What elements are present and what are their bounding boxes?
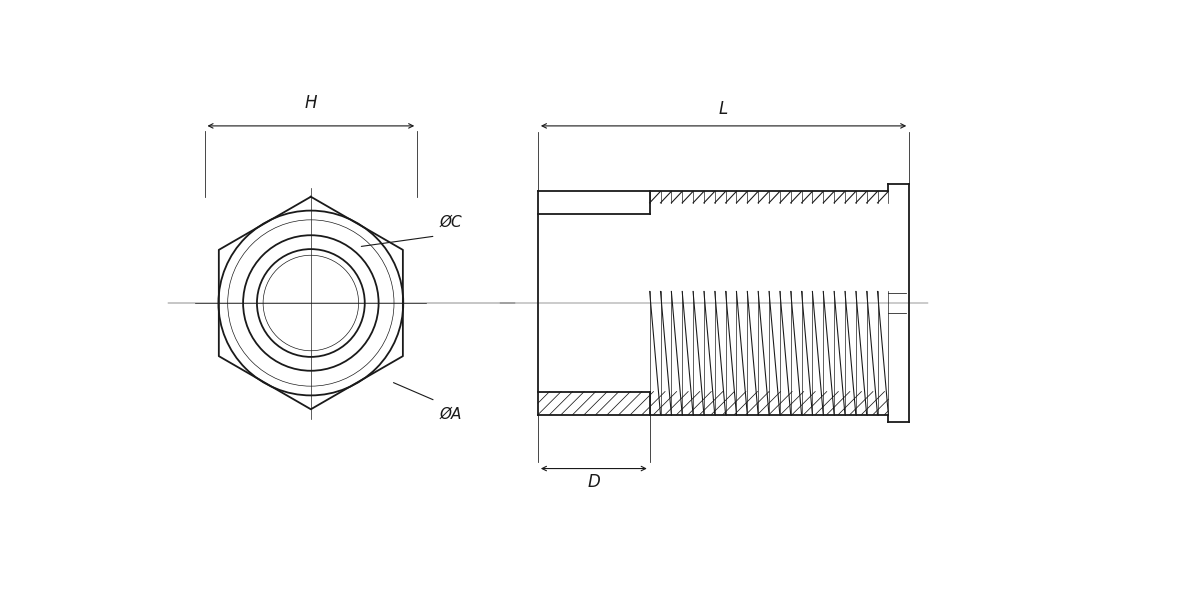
Text: ØC: ØC xyxy=(439,215,462,230)
Text: H: H xyxy=(305,94,317,112)
Text: ØA: ØA xyxy=(439,407,462,422)
Text: L: L xyxy=(719,100,728,118)
Text: D: D xyxy=(588,473,600,491)
